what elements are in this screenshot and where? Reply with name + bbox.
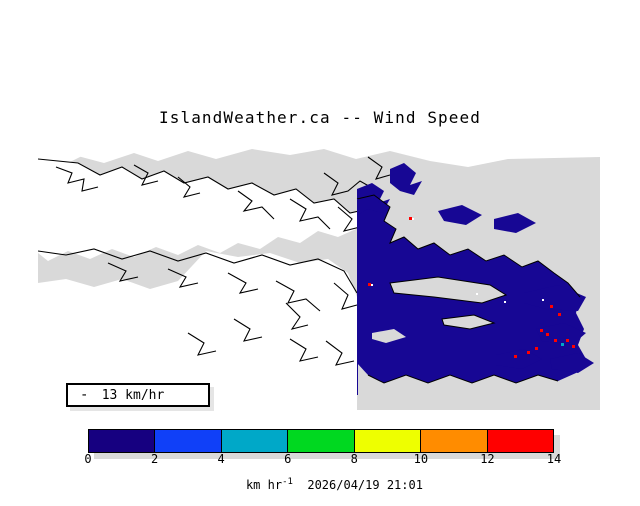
high-speed-pixels [368, 217, 575, 358]
colorbar-band-2-4[interactable] [155, 430, 222, 452]
scale-value-label: 13 km/hr [101, 387, 165, 403]
coastline-strokes-over-data [356, 194, 581, 384]
units-label: km hr [245, 478, 283, 492]
scale-reference-box[interactable]: - 13 km/hr [66, 383, 210, 407]
colorbar-band-8-10[interactable] [354, 430, 422, 452]
wind-speed-data-field [357, 163, 594, 383]
page-title: IslandWeather.ca -- Wind Speed [159, 108, 481, 127]
coastline-strokes [38, 156, 391, 366]
data-domain-edge [357, 199, 358, 395]
colorbar-tick-0: 0 [84, 452, 92, 466]
colorbar-tick-2: 2 [150, 452, 159, 466]
colorbar-band-10-12[interactable] [421, 430, 488, 452]
colorbar-band-6-8[interactable] [288, 430, 355, 452]
colorbar-tick-12: 12 [480, 452, 495, 466]
timestamp-label: 2026/04/19 21:01 [307, 478, 423, 492]
colorbar-tick-6: 6 [284, 452, 292, 466]
colorbar[interactable] [88, 429, 560, 459]
units-exponent: -1 [282, 477, 293, 487]
colorbar-bands[interactable] [88, 429, 554, 453]
footer-gap [293, 478, 307, 492]
coastline-map [38, 133, 600, 410]
colorbar-tick-8: 8 [350, 452, 358, 466]
colorbar-tick-14: 14 [546, 452, 562, 466]
colorbar-band-0-2[interactable] [89, 430, 156, 452]
colorbar-footer: km hr-1 2026/04/19 21:01 [0, 463, 640, 506]
weather-map-page: IslandWeather.ca -- Wind Speed [38, 108, 600, 492]
map-panel[interactable] [38, 133, 600, 410]
colorbar-tick-4: 4 [217, 452, 225, 466]
wind-barb-icon: - [80, 387, 89, 403]
water-bodies [38, 133, 600, 410]
colorbar-tick-labels: 0 2 4 6 8 10 12 14 [84, 452, 561, 468]
colorbar-tick-10: 10 [413, 452, 429, 466]
colorbar-band-12-14[interactable] [487, 430, 553, 452]
colorbar-band-4-6[interactable] [221, 430, 289, 452]
